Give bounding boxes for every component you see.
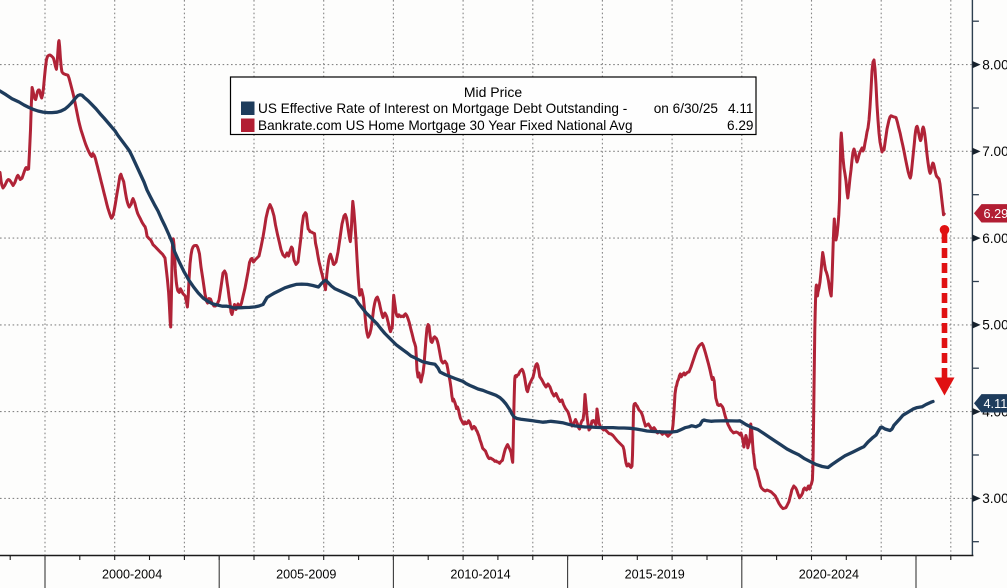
svg-text:Mid Price: Mid Price [464,84,523,100]
svg-text:2000-2004: 2000-2004 [102,568,162,582]
svg-text:2005-2009: 2005-2009 [276,568,336,582]
svg-text:on 6/30/25: on 6/30/25 [654,101,718,116]
svg-text:4.11: 4.11 [728,101,753,116]
svg-text:4.11: 4.11 [984,397,1007,411]
svg-text:2015-2019: 2015-2019 [625,568,685,582]
svg-text:2020-2024: 2020-2024 [799,568,859,582]
svg-text:8.00: 8.00 [982,57,1007,72]
svg-text:5.00: 5.00 [982,318,1007,333]
svg-text:US Effective Rate of Interest: US Effective Rate of Interest on Mortgag… [258,101,627,116]
svg-text:3.00: 3.00 [982,491,1007,506]
svg-text:2010-2014: 2010-2014 [450,568,510,582]
svg-text:Bankrate.com US Home Mortgage: Bankrate.com US Home Mortgage 30 Year Fi… [258,118,633,133]
svg-text:6.00: 6.00 [982,231,1007,246]
svg-text:6.29: 6.29 [727,118,753,133]
svg-text:7.00: 7.00 [982,144,1007,159]
svg-text:6.29: 6.29 [984,207,1007,221]
